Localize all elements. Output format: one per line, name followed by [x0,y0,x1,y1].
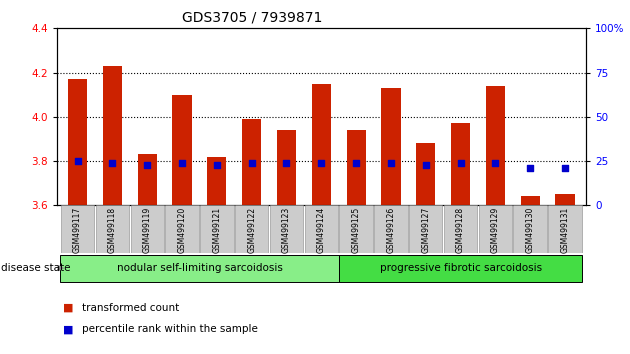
Bar [340,205,373,253]
Text: GSM499124: GSM499124 [317,207,326,253]
Bar [548,205,581,253]
Point [316,160,326,166]
Text: percentile rank within the sample: percentile rank within the sample [82,324,258,334]
Bar [207,157,226,205]
Bar [96,205,129,253]
Point [246,160,256,166]
Text: GSM499117: GSM499117 [73,207,82,253]
Bar [60,255,339,282]
Bar [277,130,296,205]
Text: GSM499120: GSM499120 [178,207,186,253]
Text: transformed count: transformed count [82,303,179,313]
Bar [68,79,87,205]
Bar [130,205,164,253]
Bar [270,205,303,253]
Text: GSM499127: GSM499127 [421,207,430,253]
Bar [444,205,478,253]
Bar [381,88,401,205]
Point [177,160,187,166]
Text: nodular self-limiting sarcoidosis: nodular self-limiting sarcoidosis [117,263,282,273]
Bar [451,124,470,205]
Bar [556,194,575,205]
Bar [312,84,331,205]
Bar [200,205,234,253]
Text: GSM499123: GSM499123 [282,207,291,253]
Point [282,160,292,166]
Bar [165,205,198,253]
Bar [242,119,261,205]
Bar [486,86,505,205]
Bar [416,143,435,205]
Bar [374,205,408,253]
Bar [513,205,547,253]
Text: GSM499122: GSM499122 [247,207,256,253]
Point [142,162,152,167]
Text: ■: ■ [63,324,74,334]
Text: GSM499118: GSM499118 [108,207,117,253]
Point [560,165,570,171]
Point [421,162,431,167]
Bar [304,205,338,253]
Point [525,165,536,171]
Text: GSM499125: GSM499125 [352,207,360,253]
Text: GSM499130: GSM499130 [525,207,535,253]
Bar [103,66,122,205]
Text: GDS3705 / 7939871: GDS3705 / 7939871 [182,11,322,25]
Text: GSM499121: GSM499121 [212,207,221,253]
Point [351,160,361,166]
Text: progressive fibrotic sarcoidosis: progressive fibrotic sarcoidosis [379,263,542,273]
Bar [173,95,192,205]
Bar [346,130,365,205]
Text: GSM499128: GSM499128 [456,207,465,253]
Point [490,160,500,166]
Bar [137,154,157,205]
Bar [61,205,94,253]
Text: GSM499131: GSM499131 [561,207,570,253]
Text: disease state: disease state [1,263,70,273]
Point [212,162,222,167]
Bar [479,205,512,253]
Text: GSM499119: GSM499119 [143,207,152,253]
Point [72,158,83,164]
Point [455,160,466,166]
Point [107,160,117,166]
Text: ■: ■ [63,303,74,313]
Bar [339,255,582,282]
Bar [409,205,442,253]
Text: GSM499126: GSM499126 [386,207,396,253]
Text: GSM499129: GSM499129 [491,207,500,253]
Point [386,160,396,166]
Bar [235,205,268,253]
Bar [520,196,540,205]
